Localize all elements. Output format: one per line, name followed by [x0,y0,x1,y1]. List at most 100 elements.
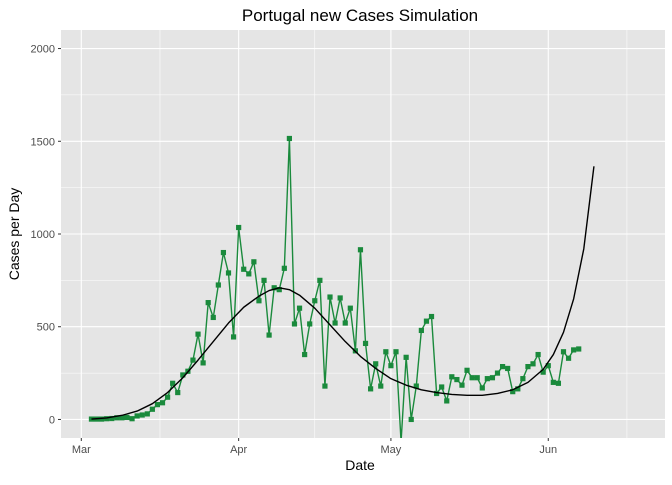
observed-point [220,249,227,256]
observed-point [428,313,435,320]
observed-point [251,259,257,265]
observed-point [175,389,181,396]
observed-point [149,406,155,412]
observed-point [144,411,150,417]
observed-point [236,224,242,231]
observed-point [139,412,145,418]
observed-point [454,376,460,383]
observed-point [134,413,140,419]
observed-point [195,331,201,337]
observed-point [210,314,216,321]
observed-point [241,266,247,272]
observed-point [555,380,562,386]
observed-point [434,390,440,397]
observed-point [520,376,526,382]
observed-point [302,351,308,358]
observed-point [99,416,105,422]
observed-point [124,414,130,421]
observed-point [281,265,287,271]
observed-point [464,367,470,373]
observed-point [474,375,480,381]
observed-point [510,389,516,395]
observed-point [164,394,171,400]
y-axis-title: Cases per Day [6,188,22,281]
ticks-layer: 0 500 1000 1500 2000 Mar Apr May Jun [31,44,558,456]
observed-point [332,320,338,326]
observed-point [317,277,323,283]
x-tick-label: May [381,444,402,456]
observed-point [393,349,399,355]
observed-point [180,372,186,378]
observed-point [271,285,277,291]
observed-point [535,351,541,358]
observed-point [129,416,135,422]
x-tick-label: Mar [72,444,91,456]
observed-point [515,386,521,392]
observed-point [337,295,343,301]
observed-point [368,386,374,392]
observed-point [230,334,237,340]
observed-point [357,247,364,253]
observed-point [373,361,379,367]
observed-point [190,357,196,363]
observed-point [266,332,272,338]
observed-point [505,365,511,372]
observed-point [525,364,531,370]
observed-point [225,270,232,276]
observed-point [571,347,577,353]
observed-point [565,355,572,361]
observed-point [459,382,465,388]
x-tick-label: Jun [539,444,557,456]
observed-point [261,277,267,283]
observed-point [109,415,115,422]
observed-point [114,415,120,421]
y-tick-label: 1000 [31,229,55,241]
observed-point [494,370,501,376]
observed-point [256,298,262,304]
observed-point [403,354,409,360]
observed-point [469,375,475,381]
observed-point [154,402,161,408]
observed-point [276,287,282,293]
observed-point [362,340,369,347]
observed-point [545,363,551,369]
observed-point [484,376,490,382]
observed-point [479,385,485,391]
chart-title: Portugal new Cases Simulation [242,6,478,25]
observed-point [550,379,556,385]
observed-point [88,416,95,422]
observed-point [159,400,166,406]
observed-point [378,383,384,389]
observed-point [383,349,389,355]
x-axis-title: Date [345,457,375,473]
observed-point [408,416,414,423]
x-tick-label: Apr [230,444,247,456]
observed-point [388,363,394,369]
observed-point [205,300,211,306]
series-layer [88,135,595,438]
observed-point [418,327,424,334]
y-tick-label: 0 [49,414,55,426]
observed-point [413,383,419,389]
observed-point [307,321,313,327]
observed-point [200,360,206,366]
observed-point [215,282,221,288]
observed-point [322,383,328,389]
y-tick-label: 500 [37,322,55,334]
observed-point [560,349,567,355]
y-tick-label: 2000 [31,44,55,56]
observed-point [342,320,348,326]
observed-point [444,398,450,404]
observed-point [540,369,546,375]
observed-point [327,294,333,300]
observed-point [489,375,496,381]
y-tick-label: 1500 [31,136,55,148]
simulated-series-line [91,166,595,420]
observed-point [170,380,176,386]
observed-point [291,321,298,327]
observed-point [286,135,292,142]
observed-point [119,415,125,421]
observed-point [104,416,110,422]
